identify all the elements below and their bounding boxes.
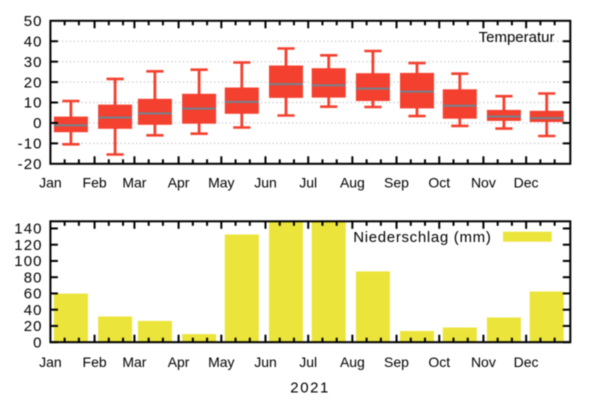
svg-text:100: 100 [14, 253, 42, 270]
svg-text:Jun: Jun [254, 175, 277, 191]
svg-text:Jul: Jul [299, 175, 317, 191]
svg-text:30: 30 [24, 54, 43, 71]
svg-text:10: 10 [24, 95, 43, 112]
svg-text:Jun: Jun [254, 354, 277, 370]
svg-text:Aug: Aug [340, 175, 365, 191]
svg-text:60: 60 [24, 286, 43, 303]
svg-text:Aug: Aug [340, 354, 365, 370]
svg-text:0: 0 [33, 334, 42, 351]
svg-text:Sep: Sep [384, 175, 409, 191]
svg-text:40: 40 [24, 302, 43, 319]
svg-text:Apr: Apr [168, 354, 190, 370]
svg-text:Dec: Dec [514, 354, 539, 370]
svg-text:Mar: Mar [122, 175, 146, 191]
svg-text:May: May [208, 354, 234, 370]
svg-text:Sep: Sep [384, 354, 409, 370]
svg-text:0: 0 [33, 115, 42, 132]
svg-text:May: May [208, 175, 234, 191]
svg-text:40: 40 [24, 33, 43, 50]
svg-text:Nov: Nov [471, 354, 496, 370]
svg-text:-20: -20 [18, 156, 43, 173]
svg-text:Mar: Mar [122, 354, 146, 370]
svg-text:Niederschlag (mm): Niederschlag (mm) [353, 229, 491, 246]
svg-text:Jul: Jul [299, 354, 317, 370]
svg-text:Oct: Oct [428, 175, 450, 191]
svg-text:Apr: Apr [168, 175, 190, 191]
svg-text:20: 20 [24, 318, 43, 335]
svg-text:Temperatur: Temperatur [479, 29, 555, 46]
svg-text:-10: -10 [18, 136, 43, 153]
svg-text:Jan: Jan [39, 175, 62, 191]
svg-text:80: 80 [24, 269, 43, 286]
svg-text:Feb: Feb [83, 354, 107, 370]
svg-text:Feb: Feb [83, 175, 107, 191]
svg-text:Dec: Dec [514, 175, 539, 191]
svg-text:2021: 2021 [290, 380, 330, 397]
svg-text:140: 140 [14, 221, 42, 238]
svg-text:Nov: Nov [471, 175, 496, 191]
svg-text:120: 120 [14, 237, 42, 254]
svg-text:20: 20 [24, 74, 43, 91]
svg-text:Oct: Oct [428, 354, 450, 370]
svg-text:50: 50 [24, 13, 43, 30]
svg-text:Jan: Jan [39, 354, 62, 370]
